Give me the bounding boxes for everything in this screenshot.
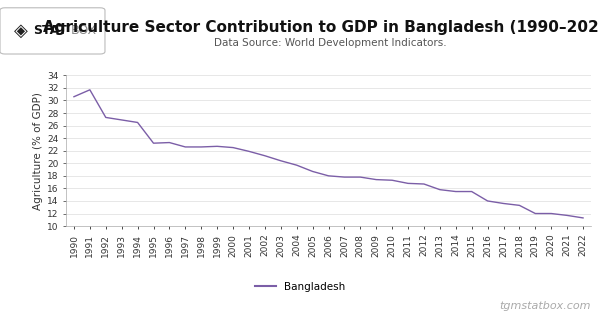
Legend: Bangladesh: Bangladesh: [251, 278, 349, 296]
Text: BOX: BOX: [70, 24, 97, 37]
Y-axis label: Agriculture (% of GDP): Agriculture (% of GDP): [32, 92, 43, 210]
Text: tgmstatbox.com: tgmstatbox.com: [499, 301, 591, 311]
Text: STAT: STAT: [33, 24, 67, 37]
Text: ◈: ◈: [14, 21, 28, 39]
Text: Data Source: World Development Indicators.: Data Source: World Development Indicator…: [214, 38, 446, 48]
Text: Agriculture Sector Contribution to GDP in Bangladesh (1990–2022): Agriculture Sector Contribution to GDP i…: [43, 20, 600, 35]
FancyBboxPatch shape: [0, 8, 105, 54]
